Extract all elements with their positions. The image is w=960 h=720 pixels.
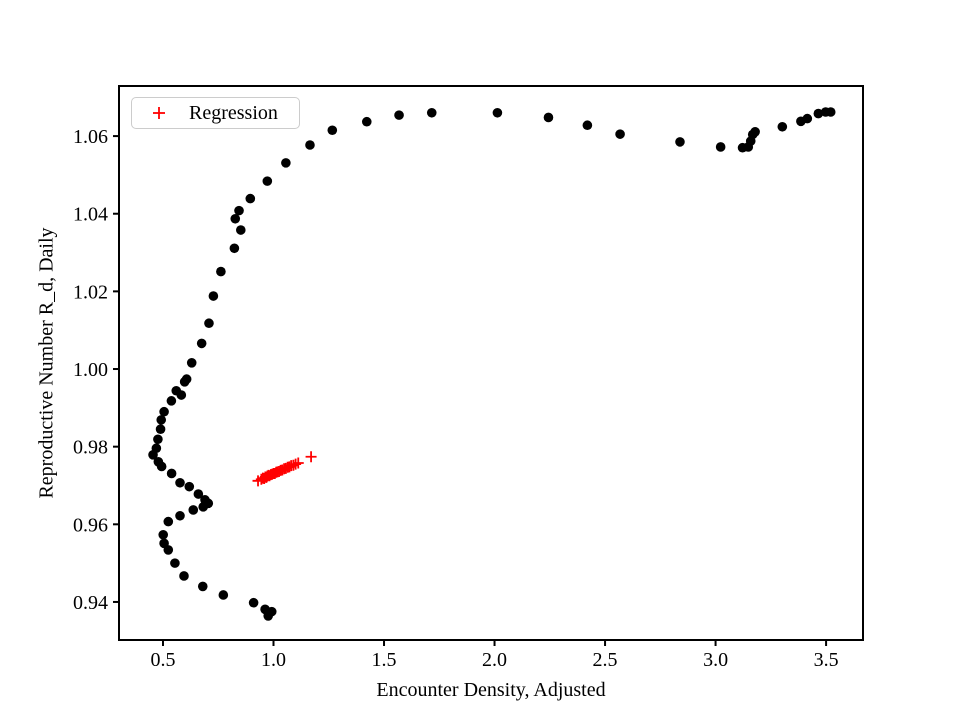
data-point [218,590,229,600]
data-point [234,205,244,216]
data-point [777,121,788,132]
x-tick-label: 2.0 [482,649,507,671]
data-point [750,127,760,137]
data-point [204,318,214,329]
data-point [159,406,169,417]
data-point [543,112,554,123]
data-point [260,604,270,615]
x-tick-label: 0.5 [150,649,175,671]
data-point [197,581,208,592]
data-point [175,477,185,488]
data-point [193,489,204,499]
data-point [176,390,187,400]
x-tick-label: 2.5 [593,649,618,671]
x-tick-label: 3.5 [814,649,839,671]
data-point [163,516,174,527]
data-point [281,158,291,168]
data-point [153,434,163,445]
x-tick-label: 3.0 [703,649,728,671]
x-tick-label: 1.5 [372,649,397,671]
data-point [208,291,219,301]
y-tick-label: 0.94 [73,592,108,614]
data-point [170,558,180,568]
data-point [186,358,197,368]
x-tick-label: 1.0 [261,649,286,671]
y-tick-label: 1.02 [73,281,108,303]
data-point [715,142,726,152]
y-tick-label: 0.96 [73,514,108,536]
y-tick-label: 1.06 [73,126,108,148]
data-point [327,125,338,136]
data-point [615,129,625,139]
data-point [184,481,195,492]
data-point [802,113,813,124]
data-point [825,107,836,117]
regression-point [287,459,299,471]
plot-border [118,85,864,641]
data-point [813,108,824,119]
data-point [361,116,372,127]
data-point [158,529,169,540]
data-point [230,213,241,224]
y-axis-label: Reproductive Number R_d, Daily [35,227,58,499]
data-point [200,495,210,505]
data-point [245,193,256,204]
legend-label: Regression [189,102,278,124]
data-point [156,415,167,425]
data-point [153,457,164,467]
y-tick-label: 1.00 [73,359,108,381]
regression-point [305,451,317,463]
regression-point [290,458,302,470]
plus-marker-icon [153,107,165,119]
data-point [179,571,189,581]
data-point [394,110,404,120]
data-point [196,338,207,349]
data-point [175,510,185,521]
regression-point [292,457,304,469]
data-point [216,266,226,277]
data-point [305,140,315,150]
data-point [151,443,162,454]
data-point [248,597,259,608]
x-axis-label: Encounter Density, Adjusted [376,679,606,701]
data-point [229,243,240,254]
data-point [166,396,177,406]
data-point [188,505,199,515]
data-point [262,176,273,186]
y-tick-label: 0.98 [73,437,108,459]
data-point [582,120,593,131]
data-point [426,107,437,118]
data-point [675,137,685,147]
data-point [492,107,503,118]
y-tick-label: 1.04 [73,204,108,226]
data-point [166,468,177,479]
data-point [159,538,169,549]
legend[interactable]: Regression [131,97,300,129]
data-point [235,225,246,235]
data-point [181,374,192,384]
data-point [155,424,166,434]
